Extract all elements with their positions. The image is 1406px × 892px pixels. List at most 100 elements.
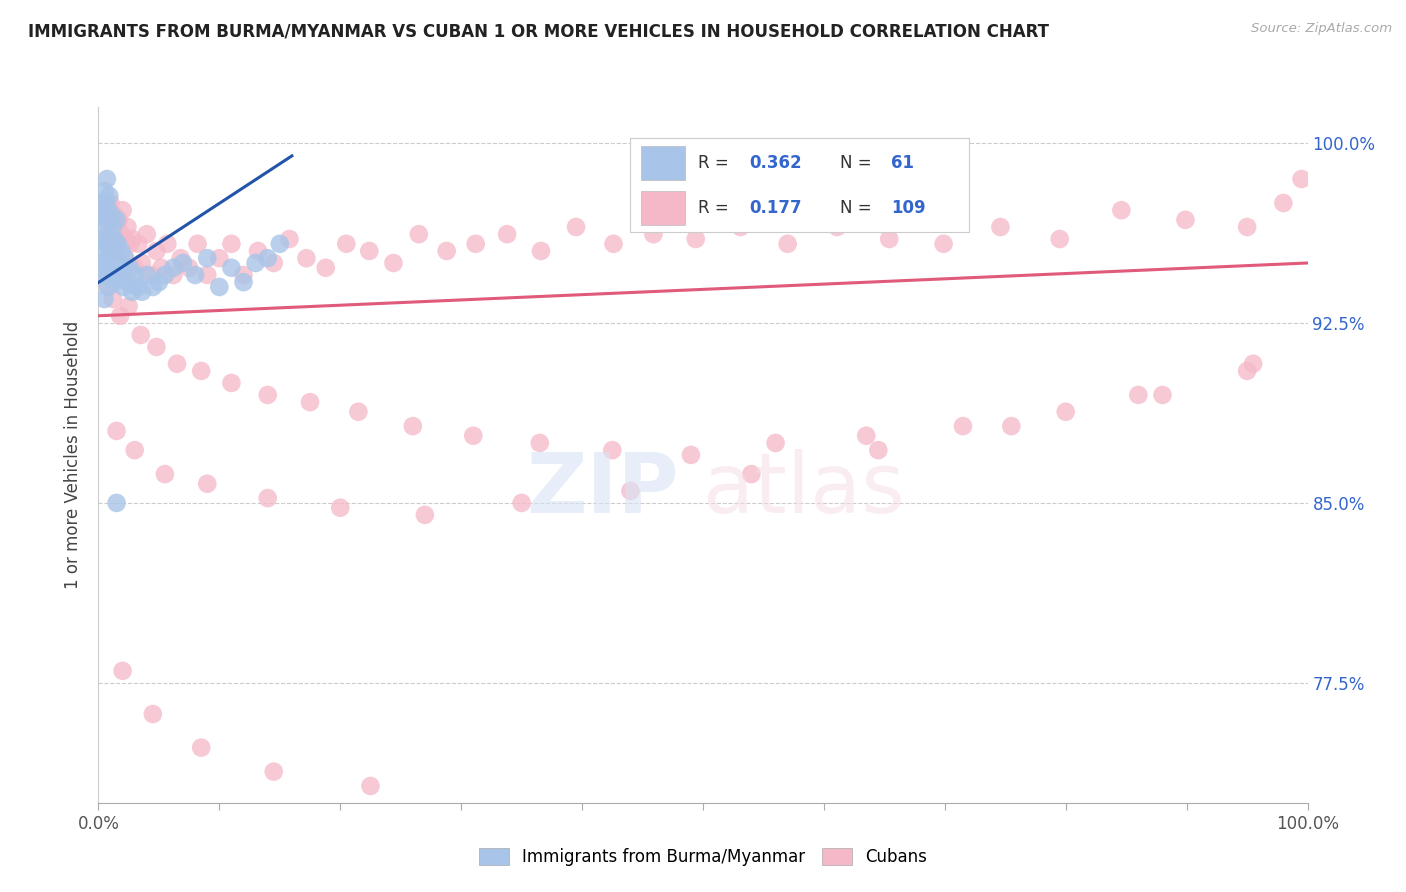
- Point: [530, 244, 553, 258]
- Point: [172, 256, 194, 270]
- Point: [100, 196, 122, 211]
- Point: [359, 244, 381, 258]
- Point: [602, 236, 624, 251]
- Point: [100, 260, 122, 275]
- Point: [94, 236, 117, 251]
- Point: [602, 443, 624, 458]
- Point: [150, 260, 173, 275]
- Point: [256, 491, 278, 505]
- Point: [111, 260, 134, 275]
- Point: [98, 189, 121, 203]
- Text: R =: R =: [699, 199, 734, 217]
- Point: [110, 227, 132, 242]
- Point: [360, 779, 382, 793]
- Point: [256, 251, 278, 265]
- Point: [145, 244, 167, 258]
- Point: [98, 244, 121, 258]
- Point: [94, 196, 117, 211]
- Point: [263, 256, 285, 270]
- Point: [105, 212, 128, 227]
- Point: [96, 256, 118, 270]
- Point: [868, 443, 890, 458]
- Point: [108, 268, 131, 282]
- Point: [496, 227, 519, 242]
- Point: [135, 227, 157, 242]
- Text: 61: 61: [891, 153, 914, 172]
- Point: [169, 251, 191, 265]
- Point: [436, 244, 458, 258]
- Point: [765, 436, 787, 450]
- Point: [740, 467, 762, 482]
- Point: [208, 280, 231, 294]
- Point: [103, 275, 125, 289]
- Point: [117, 219, 139, 234]
- Point: [315, 260, 337, 275]
- Point: [93, 268, 115, 282]
- Point: [142, 280, 165, 294]
- Point: [153, 268, 176, 282]
- FancyBboxPatch shape: [641, 191, 685, 225]
- Point: [679, 448, 702, 462]
- Point: [932, 236, 955, 251]
- Point: [208, 251, 231, 265]
- Point: [101, 256, 124, 270]
- Point: [124, 260, 146, 275]
- Text: ZIP: ZIP: [526, 450, 679, 530]
- Point: [1174, 212, 1197, 227]
- Text: IMMIGRANTS FROM BURMA/MYANMAR VS CUBAN 1 OR MORE VEHICLES IN HOUSEHOLD CORRELATI: IMMIGRANTS FROM BURMA/MYANMAR VS CUBAN 1…: [28, 22, 1049, 40]
- Point: [299, 395, 322, 409]
- Point: [179, 260, 201, 275]
- Point: [101, 244, 124, 258]
- Text: N =: N =: [841, 153, 877, 172]
- Point: [91, 208, 114, 222]
- Point: [97, 280, 120, 294]
- Point: [121, 232, 143, 246]
- Point: [1000, 419, 1022, 434]
- Point: [93, 203, 115, 218]
- Point: [1241, 357, 1264, 371]
- Point: [1236, 364, 1258, 378]
- Point: [94, 212, 117, 227]
- Point: [195, 476, 218, 491]
- Point: [118, 299, 141, 313]
- Point: [91, 256, 114, 270]
- Point: [135, 268, 157, 282]
- Point: [166, 357, 188, 371]
- Point: [104, 232, 127, 246]
- Point: [184, 268, 207, 282]
- Y-axis label: 1 or more Vehicles in Household: 1 or more Vehicles in Household: [65, 321, 83, 589]
- Point: [118, 236, 141, 251]
- Point: [97, 203, 120, 218]
- Point: [776, 236, 799, 251]
- Point: [1049, 232, 1071, 246]
- Point: [142, 706, 165, 721]
- Point: [91, 244, 114, 258]
- Point: [93, 292, 115, 306]
- Point: [105, 496, 128, 510]
- Point: [335, 236, 357, 251]
- Point: [97, 232, 120, 246]
- Point: [952, 419, 974, 434]
- Point: [190, 740, 212, 755]
- Point: [685, 232, 707, 246]
- Point: [232, 275, 254, 289]
- Point: [463, 428, 485, 442]
- Point: [108, 236, 131, 251]
- Point: [329, 500, 352, 515]
- Point: [408, 227, 430, 242]
- Point: [97, 268, 120, 282]
- Point: [1152, 388, 1174, 402]
- Point: [565, 219, 588, 234]
- Text: R =: R =: [699, 153, 734, 172]
- Point: [118, 260, 141, 275]
- Point: [100, 251, 122, 265]
- Point: [91, 208, 114, 222]
- Point: [100, 236, 122, 251]
- Point: [110, 244, 132, 258]
- Point: [187, 236, 209, 251]
- Point: [1111, 203, 1133, 218]
- Point: [295, 251, 318, 265]
- Text: atlas: atlas: [703, 450, 904, 530]
- Text: 109: 109: [891, 199, 925, 217]
- Point: [413, 508, 436, 522]
